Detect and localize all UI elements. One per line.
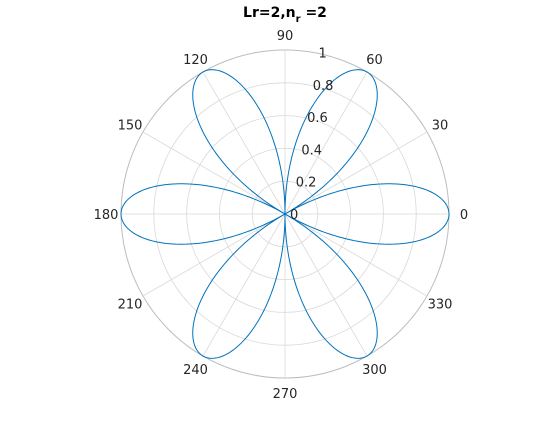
theta-tick-label: 210 [118,298,143,313]
theta-tick-label: 240 [183,363,208,378]
chart-title-prefix: Lr=2,n [243,5,296,21]
r-tick-label: 1 [318,46,326,61]
theta-tick-label: 30 [432,119,449,134]
r-tick-label: 0.2 [296,176,317,191]
theta-tick-label: 120 [183,53,208,68]
polar-grid-spoke [284,71,368,215]
chart-title-suffix: =2 [301,5,327,21]
series-line [120,69,450,359]
polar-grid-spoke [202,213,286,357]
polar-grid-spoke [142,213,286,297]
chart-title: Lr=2,nr =2 [243,5,327,25]
theta-tick-label: 60 [366,53,383,68]
tick-labels: 0 30 60 90 120 150 180 210 240 270 300 330 0 0.2 0.4 0.… [94,29,469,402]
r-tick-label: 0.4 [301,143,322,158]
polar-grid-spoke [284,213,368,357]
polar-grid [120,49,450,379]
polar-grid-spoke [284,213,428,297]
series-layer [120,69,450,359]
chart-title-subscript: r [296,14,301,25]
theta-tick-label: 0 [460,208,468,223]
theta-tick-label: 300 [362,363,387,378]
r-tick-label: 0 [290,208,298,223]
r-tick-label: 0.6 [307,111,328,126]
theta-tick-label: 90 [277,29,294,44]
theta-tick-label: 150 [118,119,143,134]
r-tick-label: 0.8 [313,79,334,94]
theta-tick-label: 180 [94,208,119,223]
theta-tick-label: 330 [428,298,453,313]
polar-grid-spoke [142,131,286,215]
polar-grid-spoke [202,71,286,215]
polar-grid-spoke [284,131,428,215]
theta-tick-label: 270 [273,387,298,402]
